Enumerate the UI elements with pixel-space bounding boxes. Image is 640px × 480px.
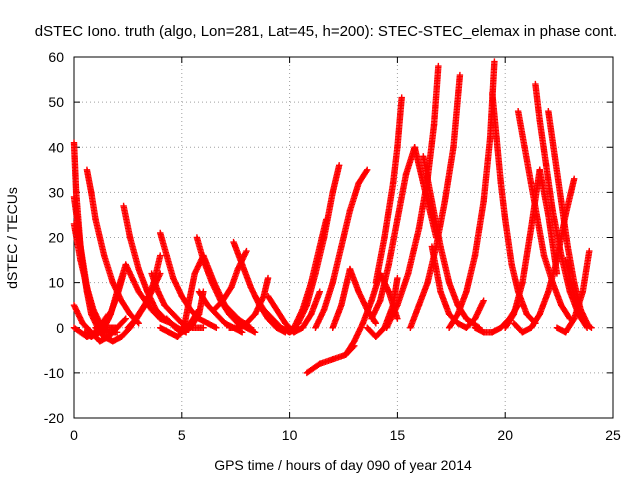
y-tick-label: 30 (48, 184, 64, 200)
x-tick-label: 5 (178, 427, 186, 443)
y-tick-label: 10 (48, 275, 64, 291)
y-tick-label: 40 (48, 139, 64, 155)
chart-title: dSTEC Iono. truth (algo, Lon=281, Lat=45… (35, 23, 617, 40)
data-series (562, 256, 595, 331)
data-point (238, 329, 246, 336)
data-series (193, 234, 259, 336)
data-series (124, 252, 164, 331)
x-tick-label: 0 (70, 427, 78, 443)
data-point (135, 320, 142, 327)
data-point (121, 316, 128, 324)
data-series (148, 270, 207, 331)
data-point (394, 274, 401, 282)
data-point (200, 324, 207, 331)
data-point (570, 175, 578, 183)
y-axis-label: dSTEC / TECUs (4, 187, 20, 289)
x-axis-label: GPS time / hours of day 090 of year 2014 (214, 457, 472, 473)
y-tick-label: 0 (56, 320, 64, 336)
x-tick-label: 15 (390, 427, 406, 443)
data-point (251, 329, 259, 336)
y-tick-label: 20 (48, 230, 64, 246)
x-tick-label: 10 (282, 427, 298, 443)
y-tick-label: 50 (48, 94, 64, 110)
y-tick-label: -20 (44, 410, 64, 426)
y-tick-label: 60 (48, 49, 64, 65)
x-tick-label: 25 (605, 427, 621, 443)
ticks: 0 5 10 15 20 25 -20 -10 0 10 20 30 40 50 60 (44, 49, 621, 443)
x-tick-label: 20 (497, 427, 513, 443)
data-point (335, 162, 343, 169)
y-tick-label: -10 (44, 365, 64, 381)
data-point (264, 274, 272, 282)
data-point (213, 324, 220, 331)
data-point (122, 315, 129, 322)
data-series (210, 247, 250, 313)
data-points (70, 58, 595, 377)
data-point (157, 252, 164, 259)
